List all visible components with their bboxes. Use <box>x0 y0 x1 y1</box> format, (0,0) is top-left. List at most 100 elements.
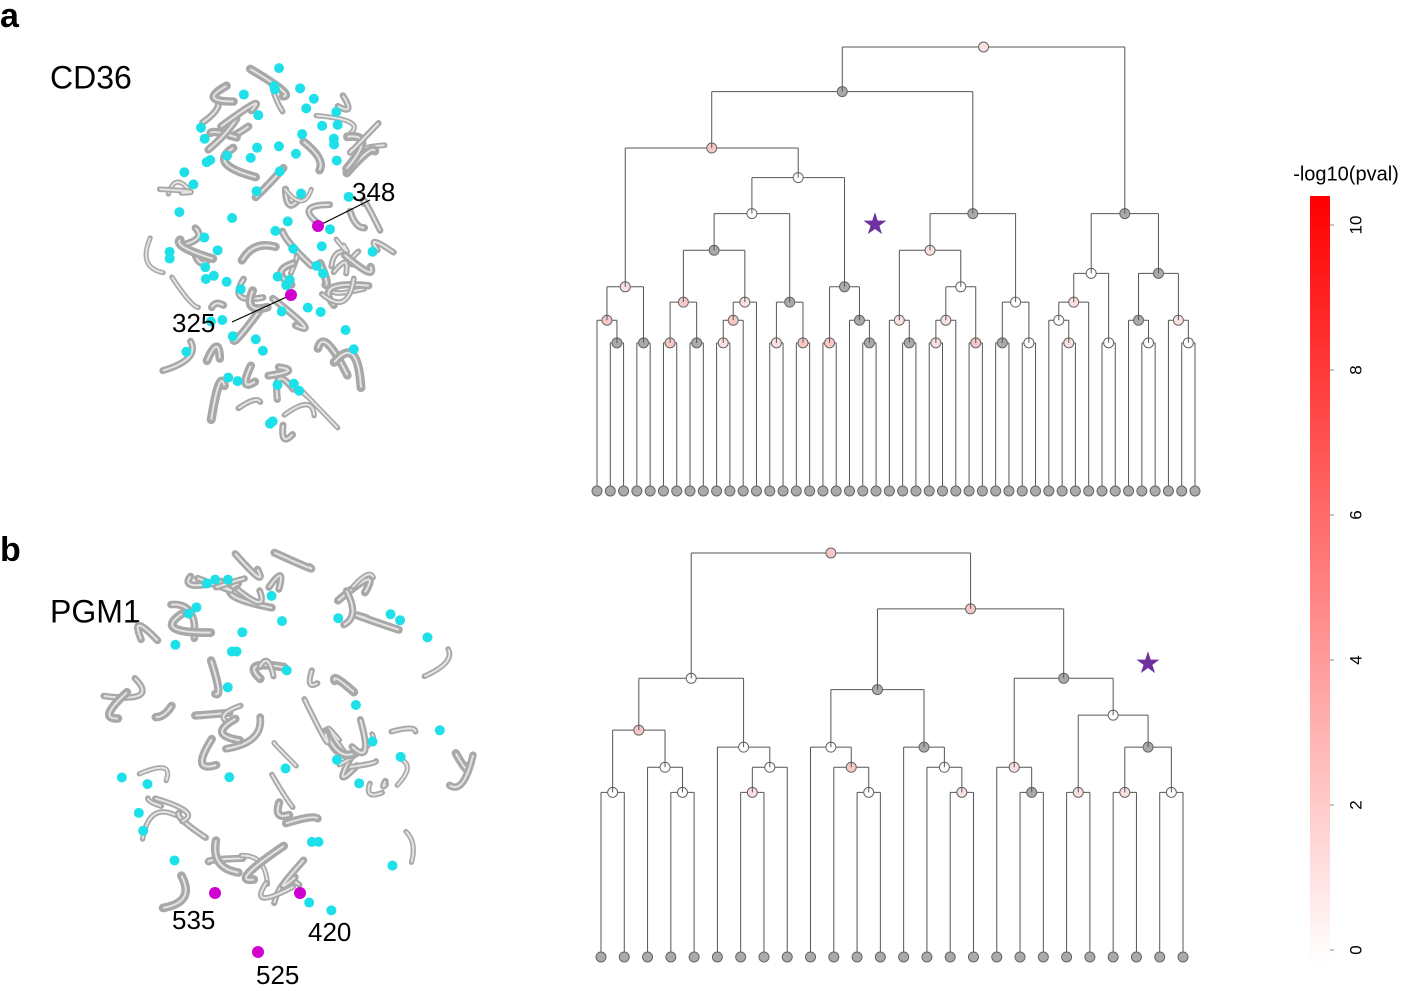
node <box>825 547 837 559</box>
site-dot <box>210 574 221 585</box>
site-dot <box>266 590 277 601</box>
ribbon-highlight <box>159 188 192 194</box>
site-dot <box>280 763 291 774</box>
leaf <box>665 951 677 963</box>
leaf <box>1014 951 1026 963</box>
protein-name: CD36 <box>50 59 132 95</box>
ribbon-highlight <box>372 240 395 254</box>
site-dot <box>199 232 210 243</box>
site-dot <box>224 772 235 783</box>
ribbon-highlight <box>405 830 415 863</box>
site-dot <box>116 772 127 783</box>
site-dot <box>296 188 307 199</box>
site-dot <box>272 379 283 390</box>
leaf <box>642 951 654 963</box>
site-dot <box>274 166 285 177</box>
site-dot <box>179 167 190 178</box>
ribbon-highlight <box>136 624 159 642</box>
site-dot <box>195 122 206 133</box>
ribbon-highlight <box>268 366 290 377</box>
ribbon-highlight <box>234 553 262 579</box>
ribbon-highlight <box>343 590 354 626</box>
leaf <box>874 951 886 963</box>
site-dot <box>222 150 233 161</box>
site-dot <box>326 905 337 916</box>
dendrogram: ★ <box>595 547 1189 963</box>
tick-label: 0 <box>1346 945 1365 954</box>
leaf <box>883 485 895 497</box>
leaf <box>923 485 935 497</box>
protein-structure <box>143 63 397 443</box>
leaf <box>910 485 922 497</box>
site-dot <box>304 897 315 908</box>
ribbon-highlight <box>210 660 220 696</box>
ribbon-highlight <box>249 68 287 98</box>
ribbon-highlight <box>268 574 282 590</box>
ribbon-highlight <box>162 340 194 372</box>
site-dot <box>181 346 192 357</box>
leaf <box>671 485 683 497</box>
site-dot <box>264 418 275 429</box>
site-dot <box>329 139 340 150</box>
leaf <box>857 485 869 497</box>
ribbon-highlight <box>236 588 263 604</box>
residue-dot <box>252 946 264 958</box>
site-dot <box>306 836 317 847</box>
site-dot <box>331 106 342 117</box>
leaf <box>990 485 1002 497</box>
leaf <box>644 485 656 497</box>
leaf <box>804 485 816 497</box>
site-dot <box>331 754 342 765</box>
site-dot <box>238 89 249 100</box>
dendrogram: ★ <box>591 41 1201 497</box>
ribbon-highlight <box>321 278 355 304</box>
site-dot <box>191 602 202 613</box>
ribbon-highlight <box>210 302 224 308</box>
leaf <box>1107 951 1119 963</box>
site-dot <box>282 216 293 227</box>
ribbon-highlight <box>171 612 211 634</box>
leaf <box>790 485 802 497</box>
ribbon-highlight <box>281 425 294 441</box>
colorbar: 0 2 4 6 8 10 <box>1310 196 1365 965</box>
site-dot <box>245 152 256 163</box>
residue-dot <box>285 289 297 301</box>
ribbon-highlight <box>362 198 382 231</box>
leaf <box>618 951 630 963</box>
site-dot <box>277 616 288 627</box>
site-dot <box>174 207 185 218</box>
leaf <box>711 485 723 497</box>
site-dot <box>395 751 406 762</box>
site-dot <box>395 615 406 626</box>
leaf <box>1084 951 1096 963</box>
leader-line <box>231 294 292 323</box>
tick-label: 6 <box>1346 510 1365 519</box>
leaf <box>1069 485 1081 497</box>
site-dot <box>183 608 194 619</box>
leaf <box>735 951 747 963</box>
leaf <box>781 951 793 963</box>
leaf <box>937 485 949 497</box>
leaf <box>1043 485 1055 497</box>
ribbon-highlight <box>207 117 238 151</box>
ribbon-highlight <box>349 211 365 229</box>
site-dot <box>257 345 268 356</box>
ribbon-highlight <box>155 705 173 719</box>
leaf <box>1123 485 1135 497</box>
leaf <box>777 485 789 497</box>
leaf <box>604 485 616 497</box>
ribbon-highlight <box>351 719 367 754</box>
ribbon-highlight <box>209 131 237 139</box>
ribbon-highlight <box>349 122 380 154</box>
ribbon-highlight <box>302 140 322 171</box>
site-dot <box>273 141 284 152</box>
leaf <box>828 951 840 963</box>
ribbon-highlight <box>276 802 290 817</box>
leaf <box>737 485 749 497</box>
ribbon-highlight <box>272 297 306 330</box>
tick-label: 8 <box>1346 365 1365 374</box>
leaf <box>1162 485 1174 497</box>
site-dot <box>325 224 336 235</box>
residue-label: 348 <box>352 177 395 207</box>
ribbon-highlight <box>270 774 294 808</box>
